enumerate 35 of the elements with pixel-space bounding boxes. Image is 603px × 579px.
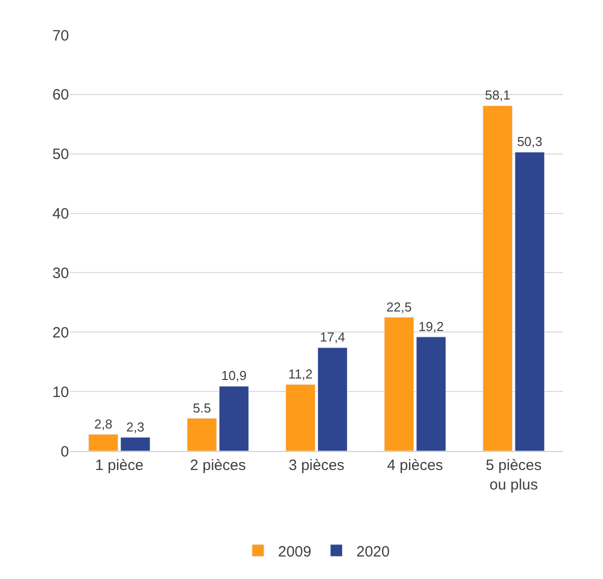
bar xyxy=(120,437,150,451)
y-tick-label: 60 xyxy=(52,86,69,104)
data-label: 19,2 xyxy=(418,318,444,334)
data-label: 17,4 xyxy=(320,330,346,345)
x-tick-label: 3 pièces xyxy=(288,457,344,474)
legend-label: 2009 xyxy=(278,543,312,560)
data-label: 58,1 xyxy=(485,88,510,103)
y-tick-label: 20 xyxy=(52,324,69,342)
x-tick-label: 1 pièce xyxy=(95,457,144,474)
y-tick-label: 50 xyxy=(52,146,69,164)
bar xyxy=(482,105,513,451)
y-tick-label: 70 xyxy=(52,27,69,44)
bar xyxy=(285,384,316,451)
bar xyxy=(416,336,446,451)
x-tick-label: 4 pièces xyxy=(387,457,444,474)
bar xyxy=(318,347,348,451)
y-tick-label: 40 xyxy=(52,206,69,223)
bar xyxy=(514,152,545,451)
x-tick-label: 2 pièces xyxy=(190,457,246,474)
data-label: 2,8 xyxy=(94,416,112,432)
y-tick-label: 0 xyxy=(60,443,69,460)
y-tick-label: 30 xyxy=(52,264,69,282)
bar xyxy=(218,386,249,451)
data-label: 11,2 xyxy=(288,366,313,382)
x-tick-label: 5 pièces ou plus xyxy=(486,457,542,494)
bar xyxy=(384,317,414,451)
data-label: 5.5 xyxy=(192,400,211,416)
legend-label: 2020 xyxy=(356,543,390,560)
bar xyxy=(186,418,217,451)
data-label: 22,5 xyxy=(386,299,412,314)
data-label: 10,9 xyxy=(221,368,247,384)
y-tick-label: 10 xyxy=(52,384,69,401)
data-label: 2,3 xyxy=(126,419,144,434)
bar xyxy=(88,434,118,451)
data-label: 50,3 xyxy=(517,134,542,150)
